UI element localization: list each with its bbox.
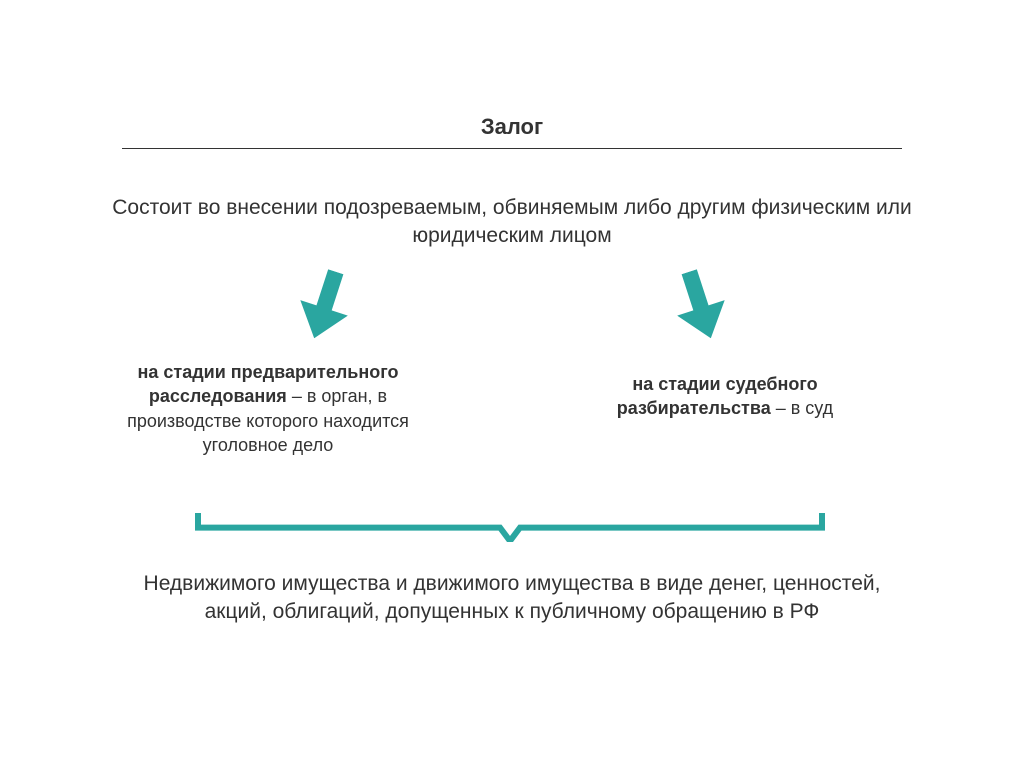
diagram-title: Залог — [0, 114, 1024, 140]
title-text: Залог — [481, 114, 543, 139]
branch-right: на стадии судебного разбирательства – в … — [560, 372, 890, 421]
branch-left: на стадии предварительного расследования… — [118, 360, 418, 457]
branch-right-rest: – в суд — [771, 398, 833, 418]
arrow-left-icon — [290, 264, 359, 346]
arrow-right-icon — [665, 264, 734, 346]
intro-text: Состоит во внесении подозреваемым, обвин… — [100, 194, 924, 251]
merge-bracket-icon — [195, 510, 825, 542]
title-underline — [122, 148, 902, 149]
bottom-text: Недвижимого имущества и движимого имущес… — [110, 570, 914, 627]
